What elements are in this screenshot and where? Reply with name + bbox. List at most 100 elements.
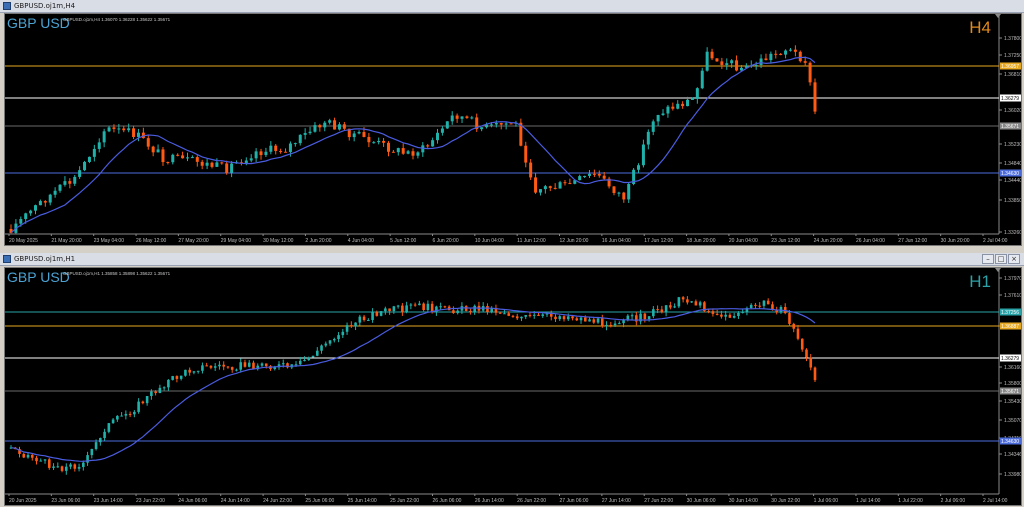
candle-body bbox=[788, 313, 791, 324]
candle-body bbox=[391, 151, 395, 153]
candle-body bbox=[190, 157, 194, 159]
candle-body bbox=[626, 315, 630, 320]
candle-body bbox=[176, 154, 180, 156]
candle-body bbox=[342, 124, 346, 129]
time-tick-label: 26 Jun 22:00 bbox=[517, 498, 546, 504]
candle-body bbox=[154, 391, 157, 394]
candle-body bbox=[401, 305, 404, 313]
candle-body bbox=[661, 113, 665, 115]
close-button[interactable]: × bbox=[1008, 254, 1020, 264]
candle-body bbox=[422, 303, 425, 311]
candle-body bbox=[666, 106, 670, 114]
candle-body bbox=[382, 140, 386, 143]
price-level-tag-label: 1.34630 bbox=[1001, 439, 1019, 445]
time-tick-label: 27 Jun 06:00 bbox=[560, 498, 589, 504]
time-tick-label: 26 Jun 14:00 bbox=[475, 498, 504, 504]
time-tick-label: 30 Jun 20:00 bbox=[941, 238, 970, 244]
bottom-window-titlebar[interactable]: GBPUSD.oj1m,H1 – □ × bbox=[0, 253, 1024, 266]
candle-body bbox=[635, 315, 638, 322]
price-level-tag-label: 1.36279 bbox=[1001, 356, 1019, 362]
candle-body bbox=[195, 157, 199, 162]
candle-body bbox=[150, 391, 153, 397]
candle-body bbox=[413, 304, 417, 306]
candle-body bbox=[617, 192, 621, 194]
time-tick-label: 25 Jun 14:00 bbox=[348, 498, 377, 504]
time-tick-label: 1 Jul 14:00 bbox=[856, 498, 881, 504]
candle-body bbox=[87, 156, 91, 162]
candle-body bbox=[379, 311, 383, 316]
candle-body bbox=[86, 455, 89, 463]
candle-body bbox=[205, 162, 209, 166]
candle-body bbox=[455, 115, 459, 119]
candle-body bbox=[673, 306, 676, 308]
candle-body bbox=[695, 88, 699, 99]
candle-body bbox=[431, 140, 435, 147]
candle-body bbox=[578, 176, 582, 181]
candle-body bbox=[209, 365, 213, 368]
time-tick-label: 23 Jun 06:00 bbox=[51, 498, 80, 504]
candle-body bbox=[133, 411, 136, 415]
chart-shift-marker bbox=[995, 268, 1001, 272]
candle-body bbox=[145, 396, 149, 404]
candle-body bbox=[337, 335, 340, 340]
candle-body bbox=[592, 319, 596, 323]
price-level-tag bbox=[1000, 308, 1021, 316]
candle-body bbox=[534, 177, 538, 193]
candle-body bbox=[171, 376, 174, 380]
time-tick-label: 26 May 12:00 bbox=[136, 238, 167, 244]
time-tick-label: 24 Jun 20:00 bbox=[814, 238, 843, 244]
time-tick-label: 20 May 2025 bbox=[9, 238, 38, 244]
candle-body bbox=[384, 308, 387, 312]
candle-body bbox=[762, 300, 766, 306]
price-tick-label: 1.37800 bbox=[1004, 36, 1021, 42]
candle-body bbox=[566, 316, 570, 320]
top-price-chart[interactable]: 1.37800 1.37250 1.36810 1.36020 1.35230 1.348… bbox=[4, 13, 1022, 246]
candle-body bbox=[788, 49, 792, 51]
candle-body bbox=[541, 314, 545, 316]
candle-body bbox=[456, 310, 459, 314]
bottom-chart-canvas[interactable]: 1.379701.376101.368801.361601.358001.354… bbox=[5, 268, 1021, 505]
candle-body bbox=[798, 51, 802, 62]
price-level-tag bbox=[1000, 354, 1021, 362]
candle-body bbox=[690, 98, 694, 100]
candle-body bbox=[83, 161, 87, 171]
candle-body bbox=[47, 459, 51, 468]
maximize-button[interactable]: □ bbox=[995, 254, 1007, 264]
candle-body bbox=[256, 365, 260, 370]
price-tick-label: 1.35430 bbox=[1004, 399, 1021, 405]
bottom-price-chart[interactable]: 1.379701.376101.368801.361601.358001.354… bbox=[4, 267, 1022, 506]
candle-body bbox=[146, 138, 150, 147]
candle-body bbox=[805, 349, 808, 358]
candle-body bbox=[307, 357, 311, 361]
price-tick-label: 1.35800 bbox=[1004, 381, 1021, 387]
candle-body bbox=[720, 314, 723, 317]
candle-body bbox=[426, 303, 430, 311]
candle-body bbox=[279, 150, 283, 152]
minimize-button[interactable]: – bbox=[982, 254, 994, 264]
chart-shift-marker bbox=[995, 14, 1001, 18]
candle-body bbox=[741, 311, 744, 313]
candle-body bbox=[715, 58, 719, 62]
candle-body bbox=[226, 366, 230, 368]
candle-body bbox=[372, 142, 376, 144]
candle-body bbox=[450, 115, 454, 122]
top-window-titlebar[interactable]: GBPUSD.oj1m,H4 bbox=[0, 0, 1024, 13]
candle-body bbox=[532, 314, 536, 316]
candle-body bbox=[350, 325, 353, 327]
top-chart-canvas[interactable]: 1.37800 1.37250 1.36810 1.36020 1.35230 1.348… bbox=[5, 14, 1021, 245]
candle-body bbox=[264, 151, 268, 156]
candle-body bbox=[52, 466, 55, 468]
price-tick-label: 1.33260 bbox=[1004, 230, 1021, 236]
candle-body bbox=[652, 309, 655, 317]
candle-body bbox=[758, 305, 761, 307]
candle-body bbox=[519, 122, 523, 146]
candle-body bbox=[185, 157, 189, 159]
candle-body bbox=[158, 387, 162, 394]
candle-body bbox=[92, 148, 96, 157]
candle-body bbox=[73, 464, 77, 469]
candle-body bbox=[357, 132, 361, 134]
time-tick-label: 27 Jun 22:00 bbox=[644, 498, 673, 504]
candle-body bbox=[29, 210, 33, 214]
candle-body bbox=[796, 328, 800, 339]
candle-body bbox=[405, 305, 408, 313]
